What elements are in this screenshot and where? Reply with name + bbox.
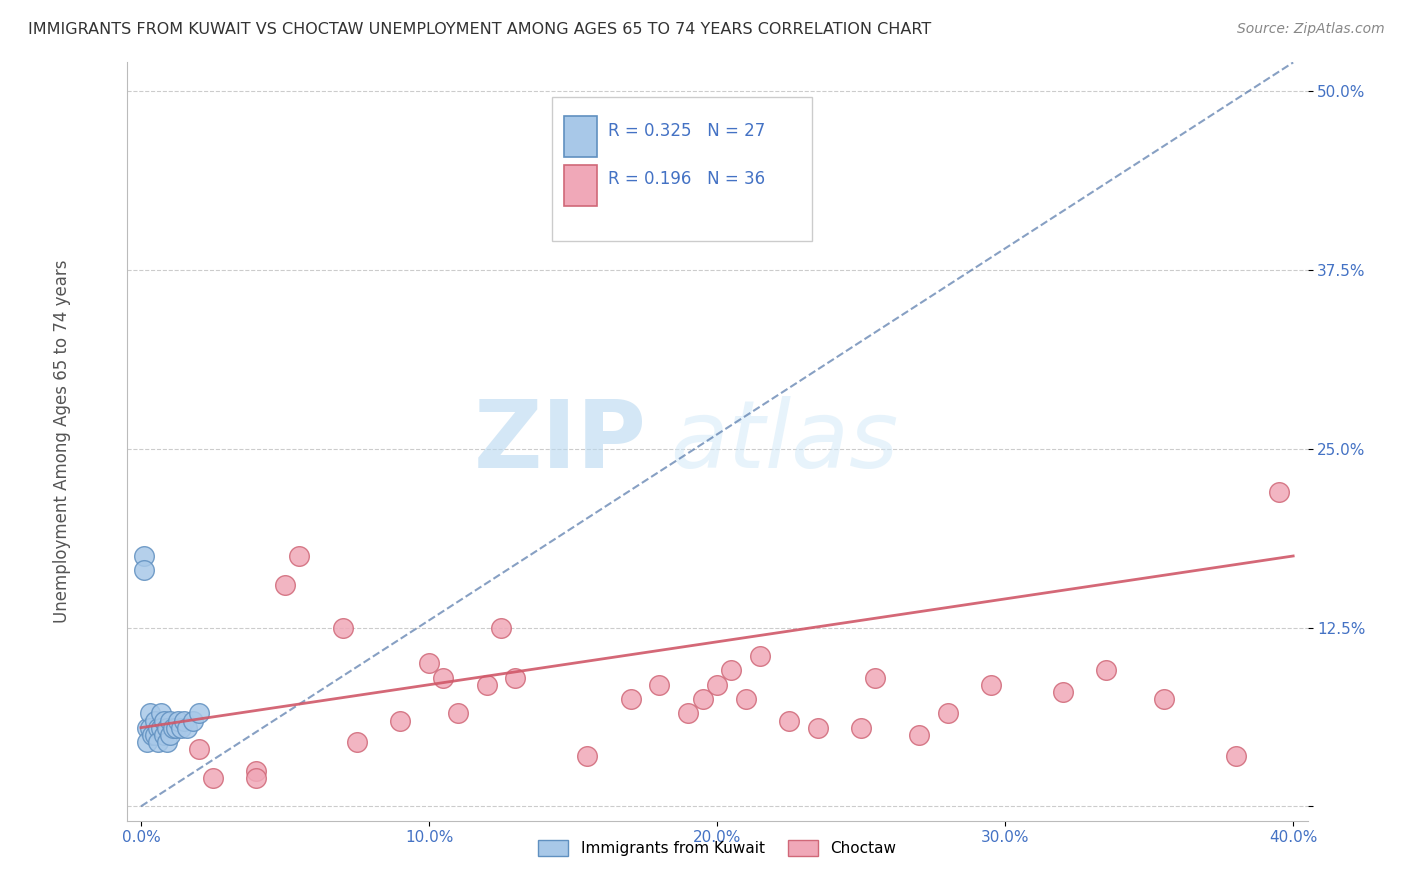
Point: [148, 721, 170, 735]
Point: [1268, 484, 1291, 499]
Text: R = 0.325   N = 27: R = 0.325 N = 27: [609, 121, 766, 139]
Point: [150, 706, 173, 721]
Point: [1052, 685, 1074, 699]
Point: [143, 728, 166, 742]
Point: [153, 728, 176, 742]
Point: [288, 549, 311, 563]
Point: [1225, 749, 1247, 764]
Point: [135, 735, 157, 749]
Legend: Immigrants from Kuwait, Choctaw: Immigrants from Kuwait, Choctaw: [531, 834, 903, 863]
Point: [907, 728, 929, 742]
Point: [156, 735, 179, 749]
Point: [418, 657, 440, 671]
Point: [706, 678, 728, 692]
Point: [201, 771, 224, 785]
Y-axis label: Unemployment Among Ages 65 to 74 years: Unemployment Among Ages 65 to 74 years: [53, 260, 70, 624]
Point: [980, 678, 1002, 692]
Point: [678, 706, 700, 721]
Point: [170, 721, 193, 735]
Point: [576, 749, 599, 764]
Text: R = 0.196   N = 36: R = 0.196 N = 36: [609, 170, 765, 188]
Point: [150, 721, 173, 735]
Point: [167, 714, 190, 728]
Point: [749, 649, 772, 664]
Text: ZIP: ZIP: [474, 395, 647, 488]
Point: [138, 706, 160, 721]
Point: [849, 721, 872, 735]
Point: [346, 735, 368, 749]
Point: [141, 728, 163, 742]
Point: [148, 735, 170, 749]
FancyBboxPatch shape: [551, 96, 811, 241]
FancyBboxPatch shape: [564, 115, 596, 157]
Point: [505, 671, 527, 685]
Point: [138, 721, 160, 735]
Point: [648, 678, 671, 692]
Point: [165, 721, 187, 735]
Point: [143, 714, 166, 728]
Point: [936, 706, 959, 721]
Point: [162, 721, 184, 735]
Point: [692, 692, 714, 706]
Point: [159, 714, 181, 728]
Point: [734, 692, 756, 706]
Point: [153, 714, 176, 728]
Point: [1153, 692, 1175, 706]
Point: [389, 714, 412, 728]
Point: [332, 620, 354, 634]
Point: [245, 771, 267, 785]
Point: [187, 706, 209, 721]
Point: [245, 764, 267, 778]
Point: [156, 721, 179, 735]
Point: [778, 714, 800, 728]
Point: [447, 706, 470, 721]
Point: [274, 577, 297, 591]
Point: [865, 671, 887, 685]
Point: [187, 742, 209, 756]
Point: [173, 714, 195, 728]
Text: atlas: atlas: [669, 396, 898, 487]
Text: IMMIGRANTS FROM KUWAIT VS CHOCTAW UNEMPLOYMENT AMONG AGES 65 TO 74 YEARS CORRELA: IMMIGRANTS FROM KUWAIT VS CHOCTAW UNEMPL…: [28, 22, 931, 37]
Point: [489, 620, 512, 634]
Point: [181, 714, 204, 728]
Point: [159, 728, 181, 742]
Point: [135, 721, 157, 735]
Point: [720, 664, 742, 678]
Point: [620, 692, 643, 706]
Point: [132, 549, 155, 563]
Point: [432, 671, 454, 685]
Point: [475, 678, 498, 692]
Point: [807, 721, 830, 735]
Text: Source: ZipAtlas.com: Source: ZipAtlas.com: [1237, 22, 1385, 37]
Point: [132, 563, 155, 577]
FancyBboxPatch shape: [564, 165, 596, 206]
Point: [1095, 664, 1118, 678]
Point: [176, 721, 198, 735]
